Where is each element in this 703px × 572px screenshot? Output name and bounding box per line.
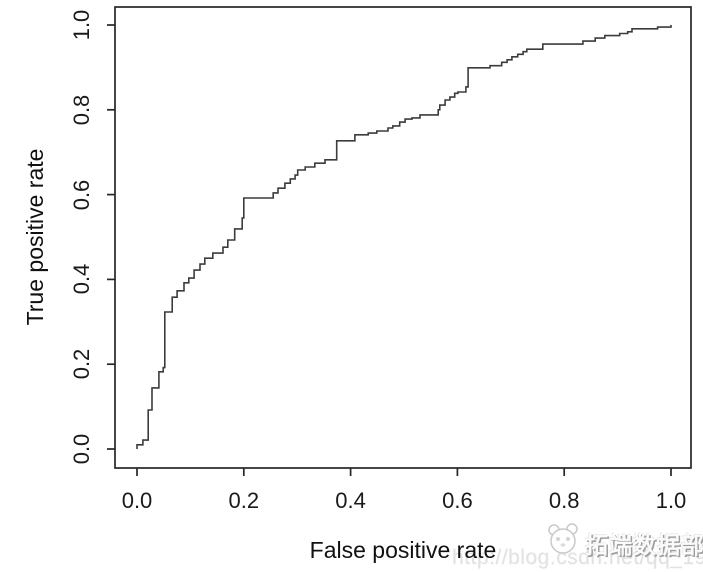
y-tick-label: 0.0 [69, 433, 94, 465]
roc-curve [136, 25, 672, 449]
x-tick-label: 0.0 [121, 488, 153, 513]
y-tick-label: 0.4 [69, 264, 94, 295]
x-tick-label: 1.0 [655, 488, 687, 513]
x-tick-label: 0.4 [335, 488, 366, 513]
watermark-url-text: http://blog.csdn.net/qq_19600291 [452, 546, 703, 569]
axis-ticks [107, 24, 672, 476]
y-tick-label: 0.6 [69, 179, 94, 210]
x-tick-label: 0.8 [548, 488, 580, 513]
panda-logo-icon [548, 523, 578, 554]
x-axis-title: False positive rate [309, 537, 497, 563]
x-tick-label: 0.6 [442, 488, 473, 513]
y-tick-label: 0.2 [69, 348, 94, 380]
y-tick-label: 1.0 [69, 9, 94, 41]
plot-box-border [114, 6, 692, 469]
y-axis-title: True positive rate [22, 148, 48, 326]
y-tick-label: 0.8 [69, 94, 94, 126]
x-tick-label: 0.2 [228, 488, 260, 513]
watermark-brand-text: 拓端数据部落 [585, 532, 703, 558]
